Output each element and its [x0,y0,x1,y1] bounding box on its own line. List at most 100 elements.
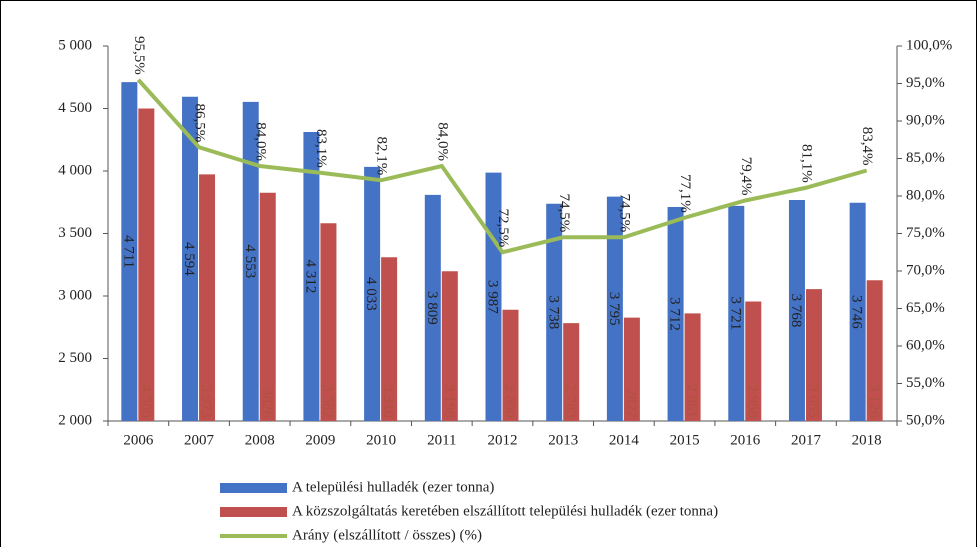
y2-tick-label: 80,0% [906,187,945,203]
bar [866,280,883,421]
line-label: 79,4% [738,157,754,196]
bar-label: 2 956 [744,384,760,418]
bar-label: 3 712 [667,297,683,331]
line-label: 83,4% [859,127,875,166]
x-tick-label: 2010 [366,432,396,448]
line-label: 81,1% [799,144,815,183]
x-tick-label: 2011 [427,432,456,448]
line-label: 84,0% [252,122,268,161]
bar-label: 3 310 [380,384,396,418]
bar-label: 3 582 [319,384,335,418]
bar-label: 3 768 [788,294,804,328]
x-tick-label: 2014 [609,432,640,448]
line-label: 74,5% [616,194,632,233]
y2-tick-label: 75,0% [906,225,945,241]
line-label: 84,0% [434,122,450,161]
bar-label: 3826 [259,388,275,419]
bar-label: 2827 [623,388,639,419]
line [136,78,868,255]
y-tick-label: 2 000 [58,412,92,428]
bar [563,323,580,421]
x-tick-label: 2012 [488,432,518,448]
line-label: 95,5% [131,36,147,75]
y-tick-label: 3 500 [58,225,92,241]
line-label: 77,1% [677,174,693,213]
bar [138,108,155,421]
line-label: 83,1% [313,129,329,168]
x-tick-label: 2017 [791,432,822,448]
bar [182,96,199,421]
bar [424,194,441,421]
line-label: 86,5% [192,104,208,143]
bar-label: 3 795 [606,292,622,326]
y-tick-label: 5 000 [58,37,92,53]
y-tick-label: 3 000 [58,287,92,303]
bar-label: 3 721 [727,297,743,331]
y-tick-label: 4 500 [58,100,92,116]
y-tick-label: 4 000 [58,162,92,178]
x-tick-label: 2013 [548,432,578,448]
bar-label: 3 198 [441,384,457,418]
bar [546,203,563,421]
bar-label: 3 126 [866,384,882,418]
y2-tick-label: 70,0% [906,262,945,278]
bar-label: 2 861 [684,384,700,418]
y2-tick-label: 55,0% [906,375,945,391]
bar [849,202,866,421]
legend-label: A települési hulladék (ezer tonna) [292,479,494,495]
y2-tick-label: 85,0% [906,150,945,166]
bar-label: 3 055 [805,384,821,418]
y2-tick-label: 95,0% [906,75,945,91]
y2-tick-label: 60,0% [906,337,945,353]
bar [199,174,216,421]
bar [121,82,138,421]
bar [788,200,805,421]
y-tick-label: 2 500 [58,350,92,366]
bar [606,196,623,421]
bar [623,317,640,421]
legend-label: Arány (elszállított / összes) (%) [292,527,482,543]
legend-swatch [220,483,287,493]
y2-tick-label: 50,0% [906,412,945,428]
legend-label: A közszolgáltatás keretében elszállított… [292,503,718,519]
bar-label: 4 033 [363,277,379,311]
line-label: 82,1% [374,137,390,176]
bar [320,223,337,421]
y2-tick-label: 90,0% [906,112,945,128]
bar-label: 3 973 [198,384,214,418]
y2-tick-label: 100,0% [906,37,952,53]
y2-tick-label: 65,0% [906,300,945,316]
bar [667,207,684,421]
bar [684,313,701,421]
bar [502,309,519,421]
bar-label: 3 809 [424,291,440,325]
x-tick-label: 2016 [730,432,761,448]
x-tick-label: 2015 [670,432,700,448]
bar [805,289,822,421]
line-label: 72,5% [495,209,511,248]
x-tick-label: 2009 [305,432,335,448]
bar-label: 2 783 [562,384,578,418]
bar-label: 4 312 [302,260,318,294]
bar [242,101,259,421]
bar-label: 4 553 [242,245,258,279]
bar [441,271,458,421]
bar [364,166,381,421]
legend-swatch [220,507,287,517]
x-tick-label: 2006 [123,432,154,448]
x-tick-label: 2008 [245,432,275,448]
bar [381,257,398,421]
x-tick-label: 2018 [852,432,882,448]
bar [745,301,762,421]
bar-label: 3 987 [485,280,501,314]
bar [728,205,745,421]
bar-label: 4 594 [181,242,197,276]
bar-label: 3 746 [849,295,865,329]
bar [303,132,320,421]
bar-label: 4 711 [120,235,136,268]
line-label: 74,5% [556,194,572,233]
bar-label: 4 500 [137,384,153,418]
bar-label: 3 738 [545,296,561,330]
